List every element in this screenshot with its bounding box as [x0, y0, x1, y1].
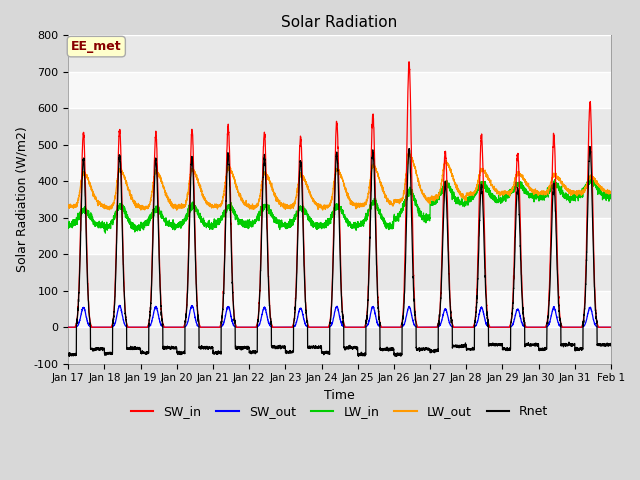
Legend: SW_in, SW_out, LW_in, LW_out, Rnet: SW_in, SW_out, LW_in, LW_out, Rnet: [126, 400, 554, 423]
Y-axis label: Solar Radiation (W/m2): Solar Radiation (W/m2): [15, 127, 28, 273]
Bar: [68, 218, 611, 254]
Bar: [68, 181, 611, 218]
X-axis label: Time: Time: [324, 389, 355, 402]
Bar: [68, 145, 611, 181]
Title: Solar Radiation: Solar Radiation: [282, 15, 397, 30]
Bar: [68, 36, 611, 72]
Text: EE_met: EE_met: [71, 40, 122, 53]
Bar: [68, 108, 611, 145]
Bar: [68, 327, 611, 364]
Bar: [68, 254, 611, 291]
Bar: [68, 291, 611, 327]
Bar: [68, 72, 611, 108]
